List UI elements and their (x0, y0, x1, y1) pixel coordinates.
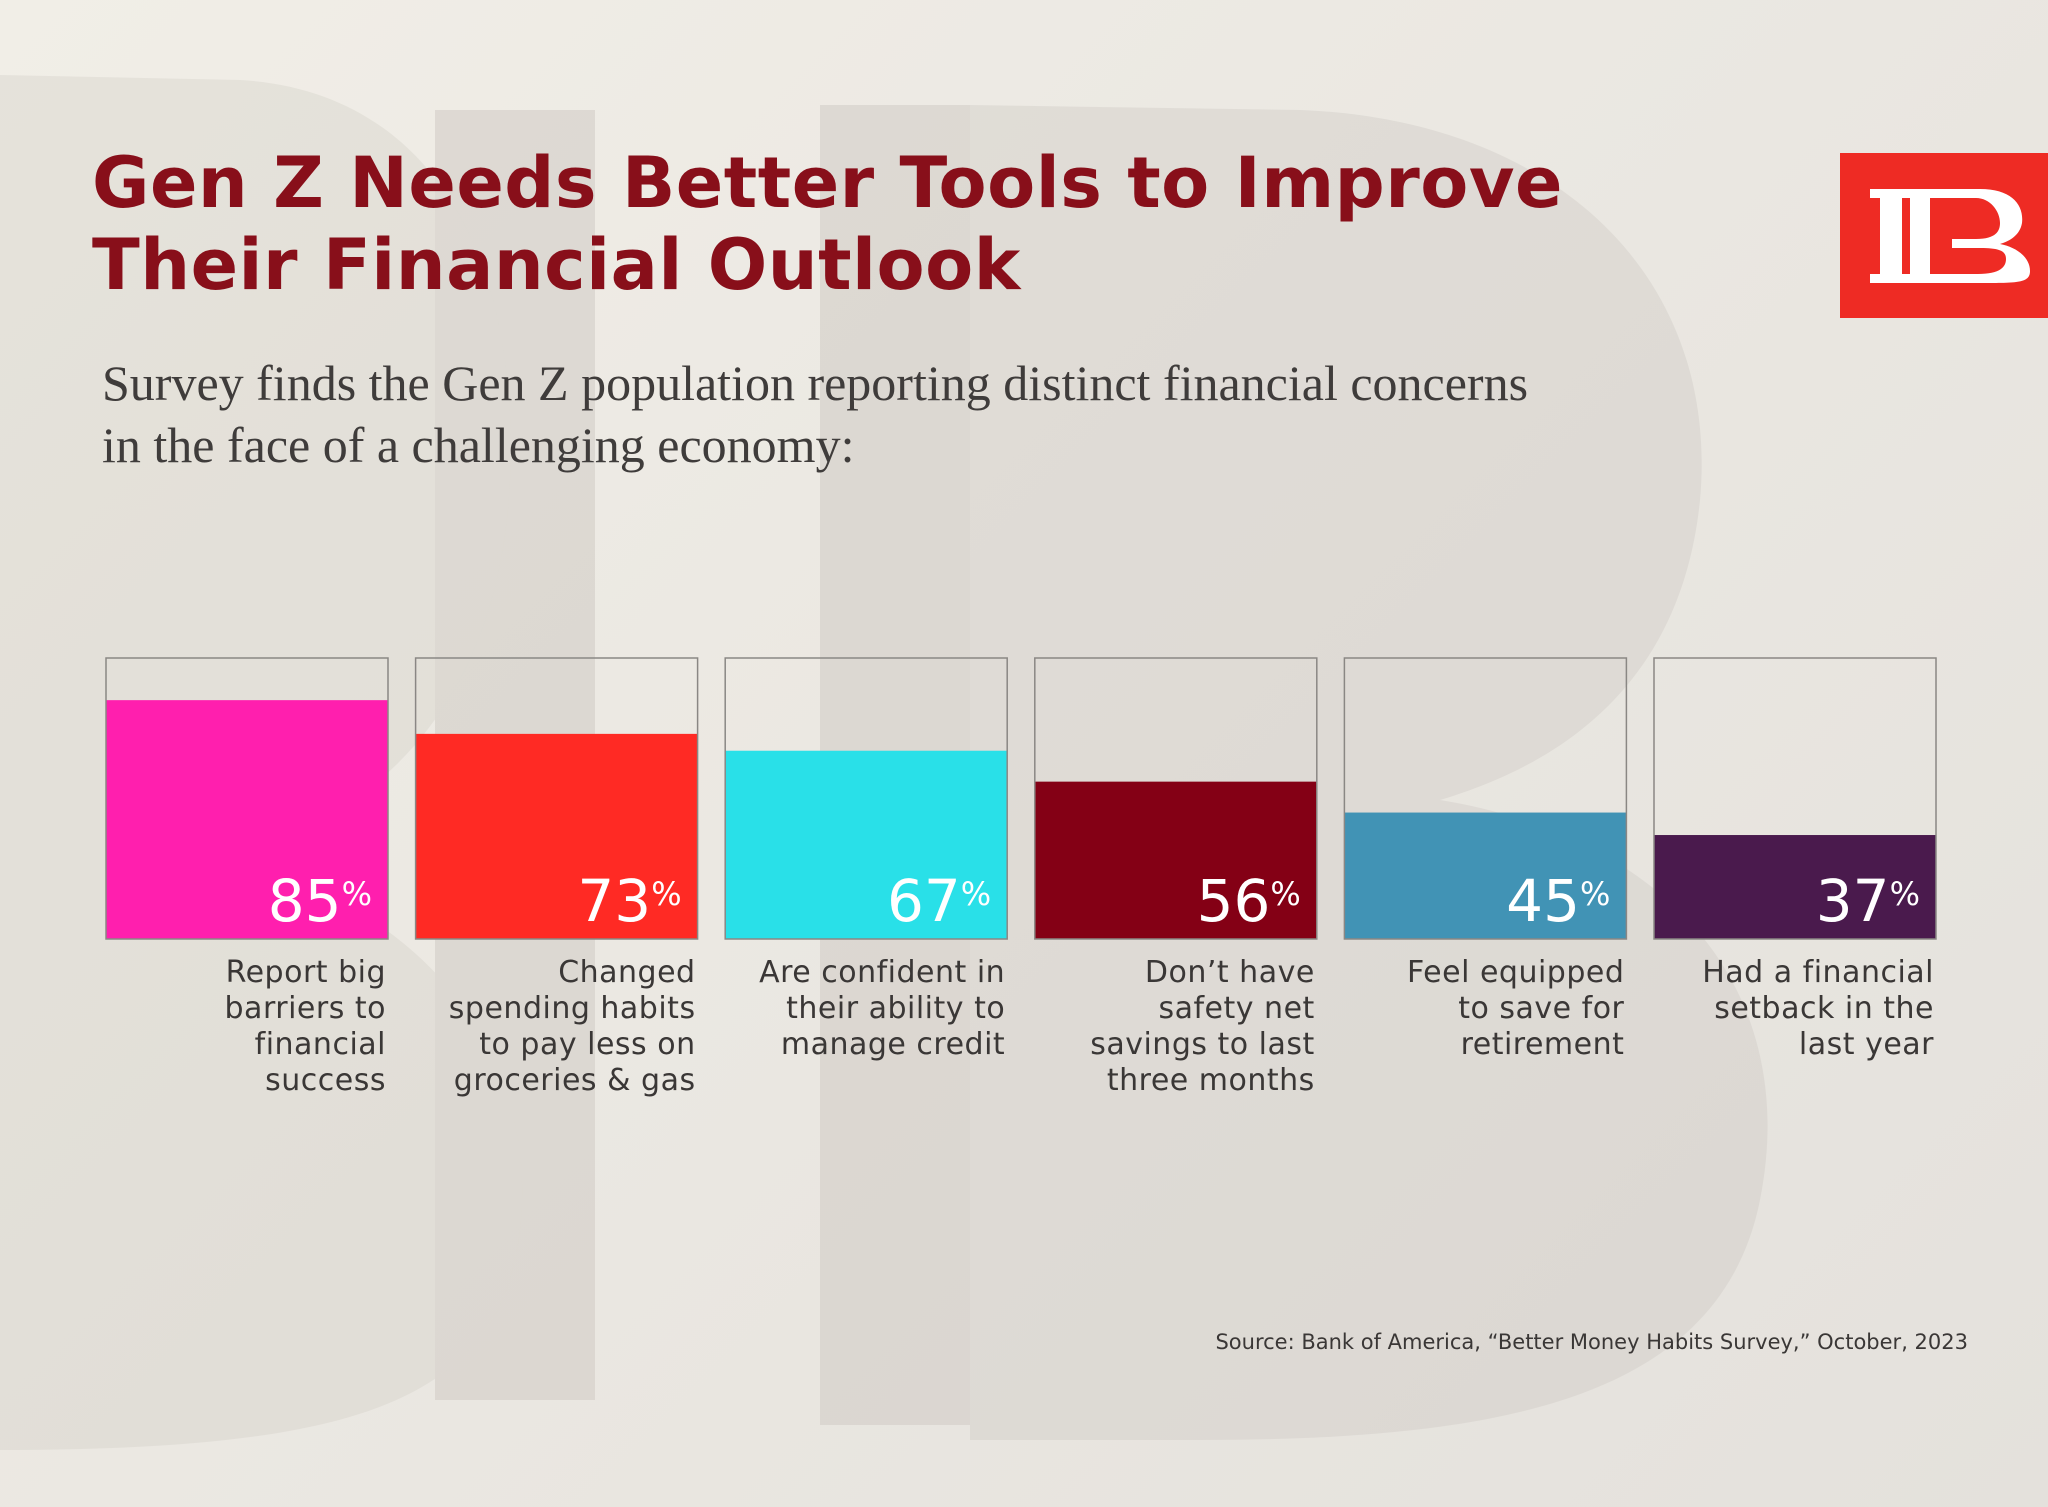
chart-title: Gen Z Needs Better Tools to Improve Thei… (92, 142, 1592, 306)
bar-category-label: Had a financial setback in the last year (1644, 955, 1934, 1063)
bar-frame (1343, 657, 1628, 940)
bar-category-label-line: financial (254, 1027, 386, 1062)
bar-category-label-line: success (265, 1063, 386, 1098)
bar-value-unit: % (342, 875, 372, 913)
bar (725, 750, 1008, 939)
bar (106, 700, 388, 939)
bar-category-label-line: three months (1106, 1063, 1315, 1098)
bar (415, 733, 698, 939)
bar-value-number: 85 (268, 867, 342, 935)
bar-value-number: 56 (1197, 867, 1271, 935)
bar-category-label-line: groceries & gas (453, 1063, 696, 1098)
bar-category-label-line: to pay less on (479, 1027, 696, 1062)
bar-category-label-line: barriers to (224, 991, 386, 1026)
bar-value-label: 85% (268, 867, 372, 935)
bar-category-label-line: manage credit (780, 1027, 1006, 1062)
bar-group-2: 73% (414, 657, 699, 940)
bar-category-label-line: savings to last (1090, 1027, 1315, 1062)
bar-group-1: 85% (105, 657, 389, 940)
bar-category-label-line: setback in the (1714, 991, 1934, 1026)
bar-value-label: 73% (577, 867, 681, 935)
bar-category-label-line: Don’t have (1144, 955, 1315, 990)
bar-value-label: 45% (1506, 867, 1610, 935)
bar-category-label-line: their ability to (786, 991, 1006, 1026)
bar-category-label-line: last year (1798, 1027, 1934, 1062)
bar-category-label-line: Are confident in (759, 955, 1006, 990)
bar-frame (105, 657, 389, 940)
bar-frame (1653, 657, 1937, 940)
bar-category-label: Changed spending habits to pay less on groc… (406, 955, 696, 1099)
brand-logo-mark (1870, 189, 2030, 283)
bar-value-unit: % (651, 875, 681, 913)
bar-value-unit: % (961, 875, 991, 913)
bar-value-number: 45 (1506, 867, 1580, 935)
title-line-1: Gen Z Needs Better Tools to Improve (92, 142, 1563, 224)
brand-logo (1840, 153, 2048, 318)
bar-category-label-line: Report big (225, 955, 386, 990)
bar-value-number: 73 (577, 867, 651, 935)
bar-category-label-line: Had a financial (1702, 955, 1934, 990)
bar-value-label: 56% (1197, 867, 1301, 935)
bar-value-number: 67 (887, 867, 961, 935)
bar-category-label: Report big barriers to financial success (96, 955, 386, 1099)
bar-category-label: Are confident in their ability to manage c… (715, 955, 1005, 1063)
bar-frame (1034, 657, 1318, 940)
chart-subtitle: Survey finds the Gen Z population report… (102, 352, 1702, 476)
bar-category-label-line: Feel equipped (1407, 955, 1625, 990)
bar-value-number: 37 (1816, 867, 1890, 935)
bar-value-label: 67% (887, 867, 991, 935)
bar-group-6: 37% (1653, 657, 1937, 940)
bar (1034, 781, 1317, 939)
subtitle-line-1: Survey finds the Gen Z population report… (102, 355, 1529, 411)
bar-category-label-line: retirement (1460, 1027, 1625, 1062)
bar-value-label: 37% (1816, 867, 1920, 935)
bar-category-label-line: to save for (1458, 991, 1625, 1026)
title-line-2: Their Financial Outlook (92, 224, 1021, 306)
bar-value-unit: % (1270, 875, 1300, 913)
bar-category-label: Feel equipped to save for retirement (1334, 955, 1624, 1063)
bar-value-unit: % (1890, 875, 1920, 913)
bar-group-5: 45% (1343, 657, 1628, 940)
source-note: Source: Bank of America, “Better Money H… (1215, 1330, 1968, 1354)
bar-group-3: 67% (724, 657, 1008, 940)
bar-category-label: Don’t have safety net savings to last three… (1025, 955, 1315, 1099)
subtitle-line-2: in the face of a challenging economy: (102, 417, 855, 473)
bar-category-label-line: safety net (1158, 991, 1315, 1026)
bar (1654, 835, 1936, 939)
bar-frame (724, 657, 1008, 940)
bar-category-label-line: spending habits (448, 991, 696, 1026)
bar (1344, 812, 1627, 939)
bar-category-label-line: Changed (558, 955, 696, 990)
bar-frame (414, 657, 699, 940)
bar-value-unit: % (1580, 875, 1610, 913)
bar-group-4: 56% (1034, 657, 1318, 940)
